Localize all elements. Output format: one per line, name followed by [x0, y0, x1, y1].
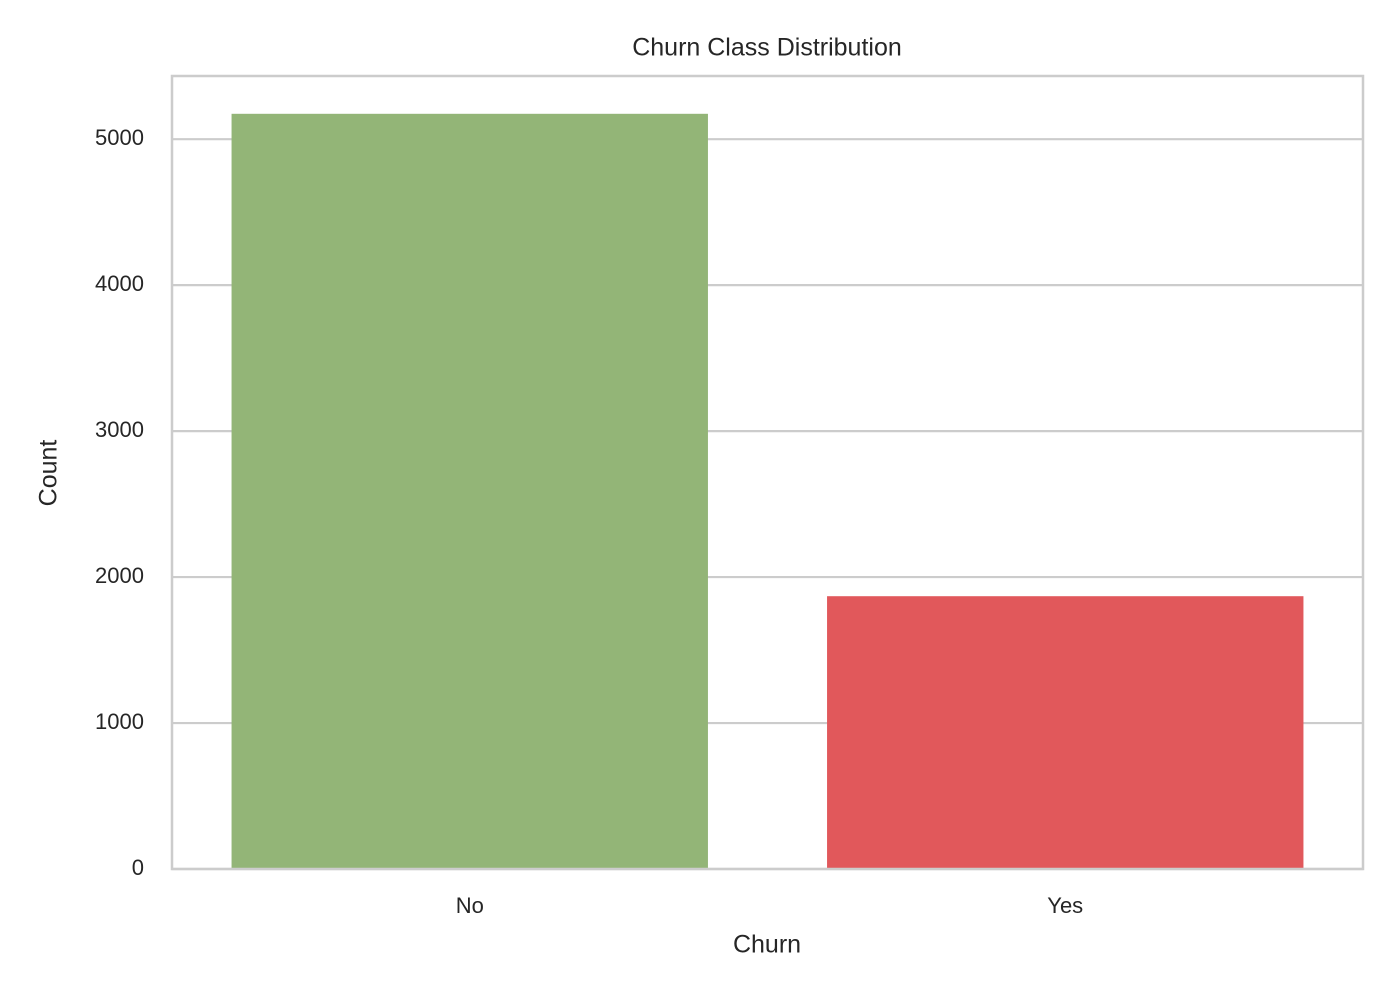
chart-title: Churn Class Distribution [632, 34, 902, 62]
bar [231, 113, 708, 870]
bar [827, 596, 1304, 869]
y-tick-label: 1000 [95, 709, 144, 734]
y-tick-label: 3000 [95, 417, 144, 442]
x-tick-label: No [456, 893, 484, 918]
y-axis-label: Count [35, 440, 63, 507]
y-tick-label: 0 [132, 855, 144, 880]
x-axis-label: Churn [733, 931, 801, 959]
y-tick-label: 5000 [95, 125, 144, 150]
y-tick-label: 2000 [95, 563, 144, 588]
plot-frame [170, 74, 1365, 871]
y-tick-label: 4000 [95, 271, 144, 296]
x-tick-label: Yes [1047, 893, 1083, 918]
